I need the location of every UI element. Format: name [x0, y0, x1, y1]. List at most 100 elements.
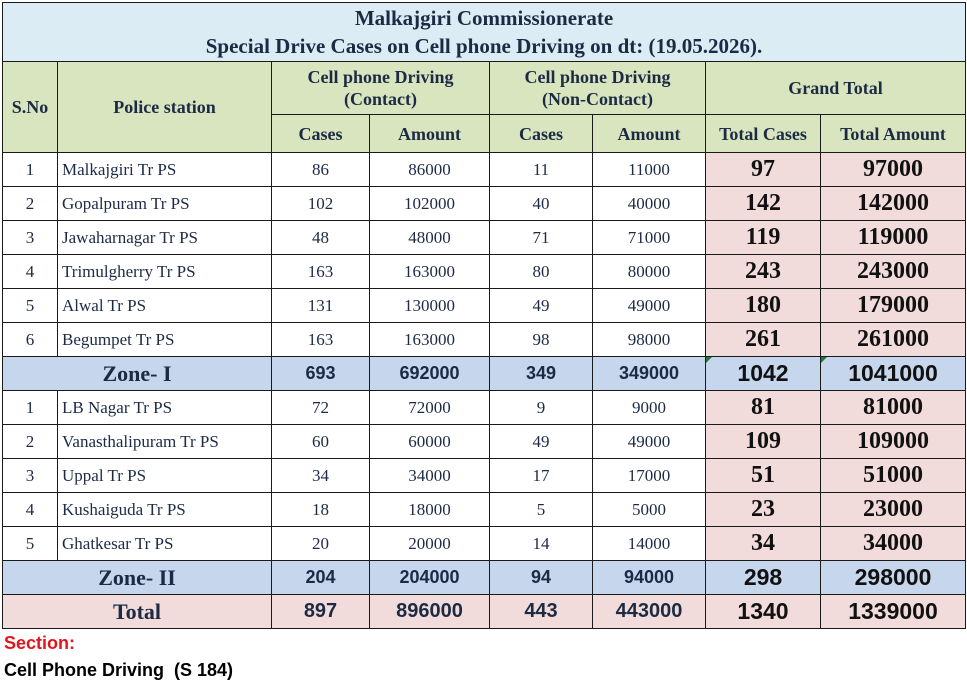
header-police-station: Police station	[57, 61, 272, 153]
row-sno: 2	[2, 424, 58, 459]
grand-total-amount: 1339000	[820, 594, 966, 629]
row-total-cases: 243	[705, 254, 821, 289]
row-noncontact-amount: 17000	[592, 458, 706, 493]
row-contact-amount: 18000	[369, 492, 490, 527]
row-police-station: LB Nagar Tr PS	[57, 390, 272, 425]
row-total-amount: 243000	[820, 254, 966, 289]
row-noncontact-cases: 49	[489, 288, 593, 323]
row-sno: 3	[2, 458, 58, 493]
row-total-amount: 81000	[820, 390, 966, 425]
zone1-noncontact-cases: 349	[489, 356, 593, 391]
row-noncontact-amount: 71000	[592, 220, 706, 255]
row-police-station: Jawaharnagar Tr PS	[57, 220, 272, 255]
row-police-station: Gopalpuram Tr PS	[57, 186, 272, 221]
table-row: 2 Gopalpuram Tr PS 102 102000 40 40000 1…	[2, 186, 966, 221]
grand-contact-cases: 897	[271, 594, 370, 629]
row-contact-cases: 86	[271, 152, 370, 187]
row-contact-amount: 60000	[369, 424, 490, 459]
row-total-cases: 97	[705, 152, 821, 187]
row-contact-cases: 34	[271, 458, 370, 493]
row-police-station: Uppal Tr PS	[57, 458, 272, 493]
row-total-amount: 119000	[820, 220, 966, 255]
row-contact-amount: 130000	[369, 288, 490, 323]
row-noncontact-cases: 98	[489, 322, 593, 357]
row-noncontact-cases: 49	[489, 424, 593, 459]
row-police-station: Begumpet Tr PS	[57, 322, 272, 357]
grand-contact-amount: 896000	[369, 594, 490, 629]
row-contact-cases: 163	[271, 254, 370, 289]
row-noncontact-cases: 9	[489, 390, 593, 425]
row-sno: 5	[2, 288, 58, 323]
grand-noncontact-cases: 443	[489, 594, 593, 629]
row-total-cases: 81	[705, 390, 821, 425]
row-sno: 1	[2, 390, 58, 425]
row-total-amount: 23000	[820, 492, 966, 527]
row-total-cases: 180	[705, 288, 821, 323]
zone1-total-cases: 1042	[705, 356, 821, 391]
header-contact-sub: (Contact)	[344, 89, 417, 109]
row-contact-cases: 131	[271, 288, 370, 323]
row-sno: 4	[2, 492, 58, 527]
row-contact-amount: 48000	[369, 220, 490, 255]
row-contact-amount: 34000	[369, 458, 490, 493]
title-row: Malkajgiri Commissionerate Special Drive…	[2, 2, 966, 62]
table-row: 3 Jawaharnagar Tr PS 48 48000 71 71000 1…	[2, 220, 966, 255]
zone2-noncontact-amount: 94000	[592, 560, 706, 595]
zone1-label: Zone- I	[2, 356, 272, 391]
row-sno: 5	[2, 526, 58, 561]
zone1-noncontact-amount: 349000	[592, 356, 706, 391]
row-contact-cases: 18	[271, 492, 370, 527]
row-police-station: Ghatkesar Tr PS	[57, 526, 272, 561]
header-sno: S.No	[2, 61, 58, 153]
table-row: 5 Alwal Tr PS 131 130000 49 49000 180 17…	[2, 288, 966, 323]
row-total-cases: 23	[705, 492, 821, 527]
header-noncontact-cases: Cases	[489, 114, 593, 153]
header-total-cases: Total Cases	[705, 114, 821, 153]
header-contact-title: Cell phone Driving	[307, 67, 454, 87]
header-noncontact: Cell phone Driving (Non-Contact)	[489, 61, 706, 115]
section-act: Cell Phone Driving (S 184)	[4, 660, 234, 680]
row-contact-amount: 20000	[369, 526, 490, 561]
row-total-cases: 34	[705, 526, 821, 561]
table-row: 1 Malkajgiri Tr PS 86 86000 11 11000 97 …	[2, 152, 966, 187]
zone2-label: Zone- II	[2, 560, 272, 595]
zone2-total-amount: 298000	[820, 560, 966, 595]
row-total-amount: 179000	[820, 288, 966, 323]
row-total-amount: 109000	[820, 424, 966, 459]
table-row: 4 Trimulgherry Tr PS 163 163000 80 80000…	[2, 254, 966, 289]
row-noncontact-amount: 80000	[592, 254, 706, 289]
grand-noncontact-amount: 443000	[592, 594, 706, 629]
zone2-contact-amount: 204000	[369, 560, 490, 595]
row-noncontact-cases: 40	[489, 186, 593, 221]
header-contact-cases: Cases	[271, 114, 370, 153]
row-sno: 6	[2, 322, 58, 357]
row-contact-cases: 60	[271, 424, 370, 459]
row-contact-cases: 163	[271, 322, 370, 357]
zone1-total-amount: 1041000	[820, 356, 966, 391]
row-noncontact-amount: 49000	[592, 424, 706, 459]
title-cell: Malkajgiri Commissionerate Special Drive…	[2, 2, 966, 62]
grand-total-row: Total 897 896000 443 443000 1340 1339000	[2, 594, 966, 629]
row-total-cases: 109	[705, 424, 821, 459]
row-police-station: Kushaiguda Tr PS	[57, 492, 272, 527]
row-noncontact-amount: 14000	[592, 526, 706, 561]
row-contact-amount: 72000	[369, 390, 490, 425]
row-noncontact-cases: 17	[489, 458, 593, 493]
row-noncontact-cases: 14	[489, 526, 593, 561]
row-contact-amount: 102000	[369, 186, 490, 221]
row-noncontact-amount: 49000	[592, 288, 706, 323]
row-noncontact-cases: 11	[489, 152, 593, 187]
zone1-contact-cases: 693	[271, 356, 370, 391]
row-noncontact-amount: 5000	[592, 492, 706, 527]
table-row: 5 Ghatkesar Tr PS 20 20000 14 14000 34 3…	[2, 526, 966, 561]
grand-total-label: Total	[2, 594, 272, 629]
table-row: 6 Begumpet Tr PS 163 163000 98 98000 261…	[2, 322, 966, 357]
row-police-station: Vanasthalipuram Tr PS	[57, 424, 272, 459]
zone2-total-row: Zone- II 204 204000 94 94000 298 298000	[2, 560, 966, 595]
row-noncontact-cases: 80	[489, 254, 593, 289]
zone1-contact-amount: 692000	[369, 356, 490, 391]
row-sno: 1	[2, 152, 58, 187]
header-contact-amount: Amount	[369, 114, 490, 153]
row-police-station: Malkajgiri Tr PS	[57, 152, 272, 187]
zone1-total-row: Zone- I 693 692000 349 349000 1042 10410…	[2, 356, 966, 391]
